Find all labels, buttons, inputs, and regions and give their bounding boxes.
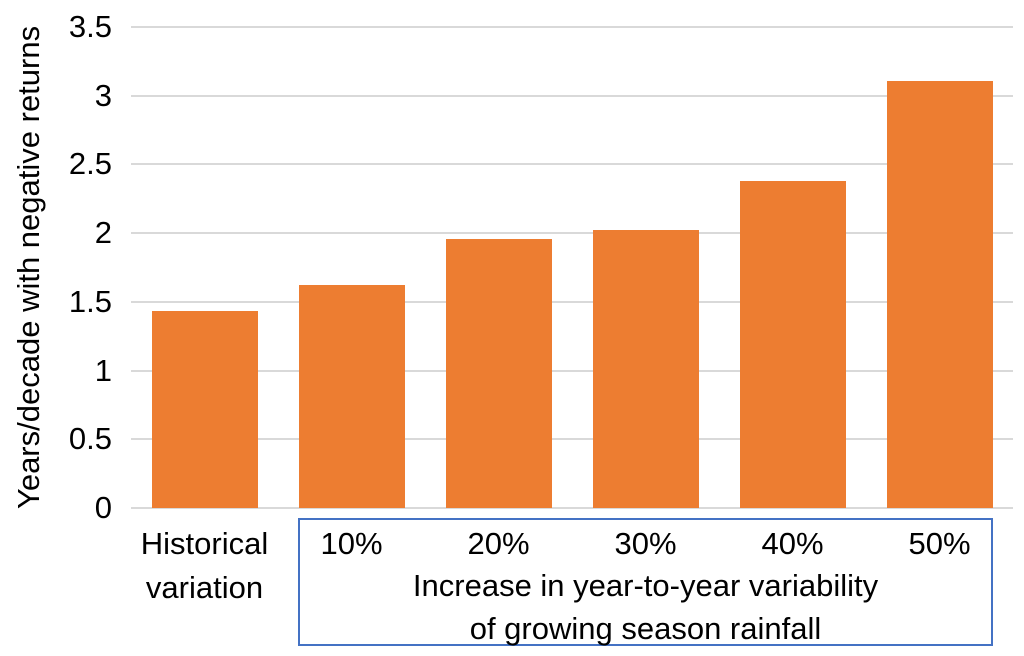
bar-40- xyxy=(739,180,846,508)
y-tick-label: 2.5 xyxy=(68,146,112,182)
x-tick-label: 10% xyxy=(320,526,383,561)
x-axis-line xyxy=(131,507,1013,509)
y-gridline xyxy=(131,369,1013,372)
y-tick-label: 1.5 xyxy=(68,283,112,319)
y-gridline xyxy=(131,26,1013,28)
y-gridline xyxy=(131,232,1013,235)
x-tick-label: 20% xyxy=(467,526,530,561)
bar-20- xyxy=(445,238,552,508)
y-tick-label: 0 xyxy=(94,490,112,525)
y-gridline xyxy=(131,438,1013,441)
x-tick-label: 40% xyxy=(761,526,824,561)
x-axis-title-line-2: of growing season rainfall xyxy=(469,611,822,646)
bar-historical-variation xyxy=(151,311,258,508)
x-axis-title-line-1: Increase in year-to-year variability xyxy=(412,568,879,603)
y-tick-label: 1 xyxy=(94,352,112,388)
y-tick-label: 3.5 xyxy=(68,9,112,44)
bar-10- xyxy=(298,285,405,508)
y-tick-label: 0.5 xyxy=(68,421,112,457)
x-tick-label: 50% xyxy=(908,526,971,561)
y-tick-label: 3 xyxy=(94,77,112,113)
y-gridline xyxy=(131,300,1013,303)
x-tick-label: 30% xyxy=(614,526,677,561)
y-gridline xyxy=(131,94,1013,97)
x-tick-label: Historical variation xyxy=(140,526,269,605)
bar-30- xyxy=(592,230,699,508)
y-gridline xyxy=(131,163,1013,166)
bar-50- xyxy=(886,80,993,508)
variability-group-box xyxy=(298,518,993,646)
y-tick-label: 2 xyxy=(94,215,112,251)
